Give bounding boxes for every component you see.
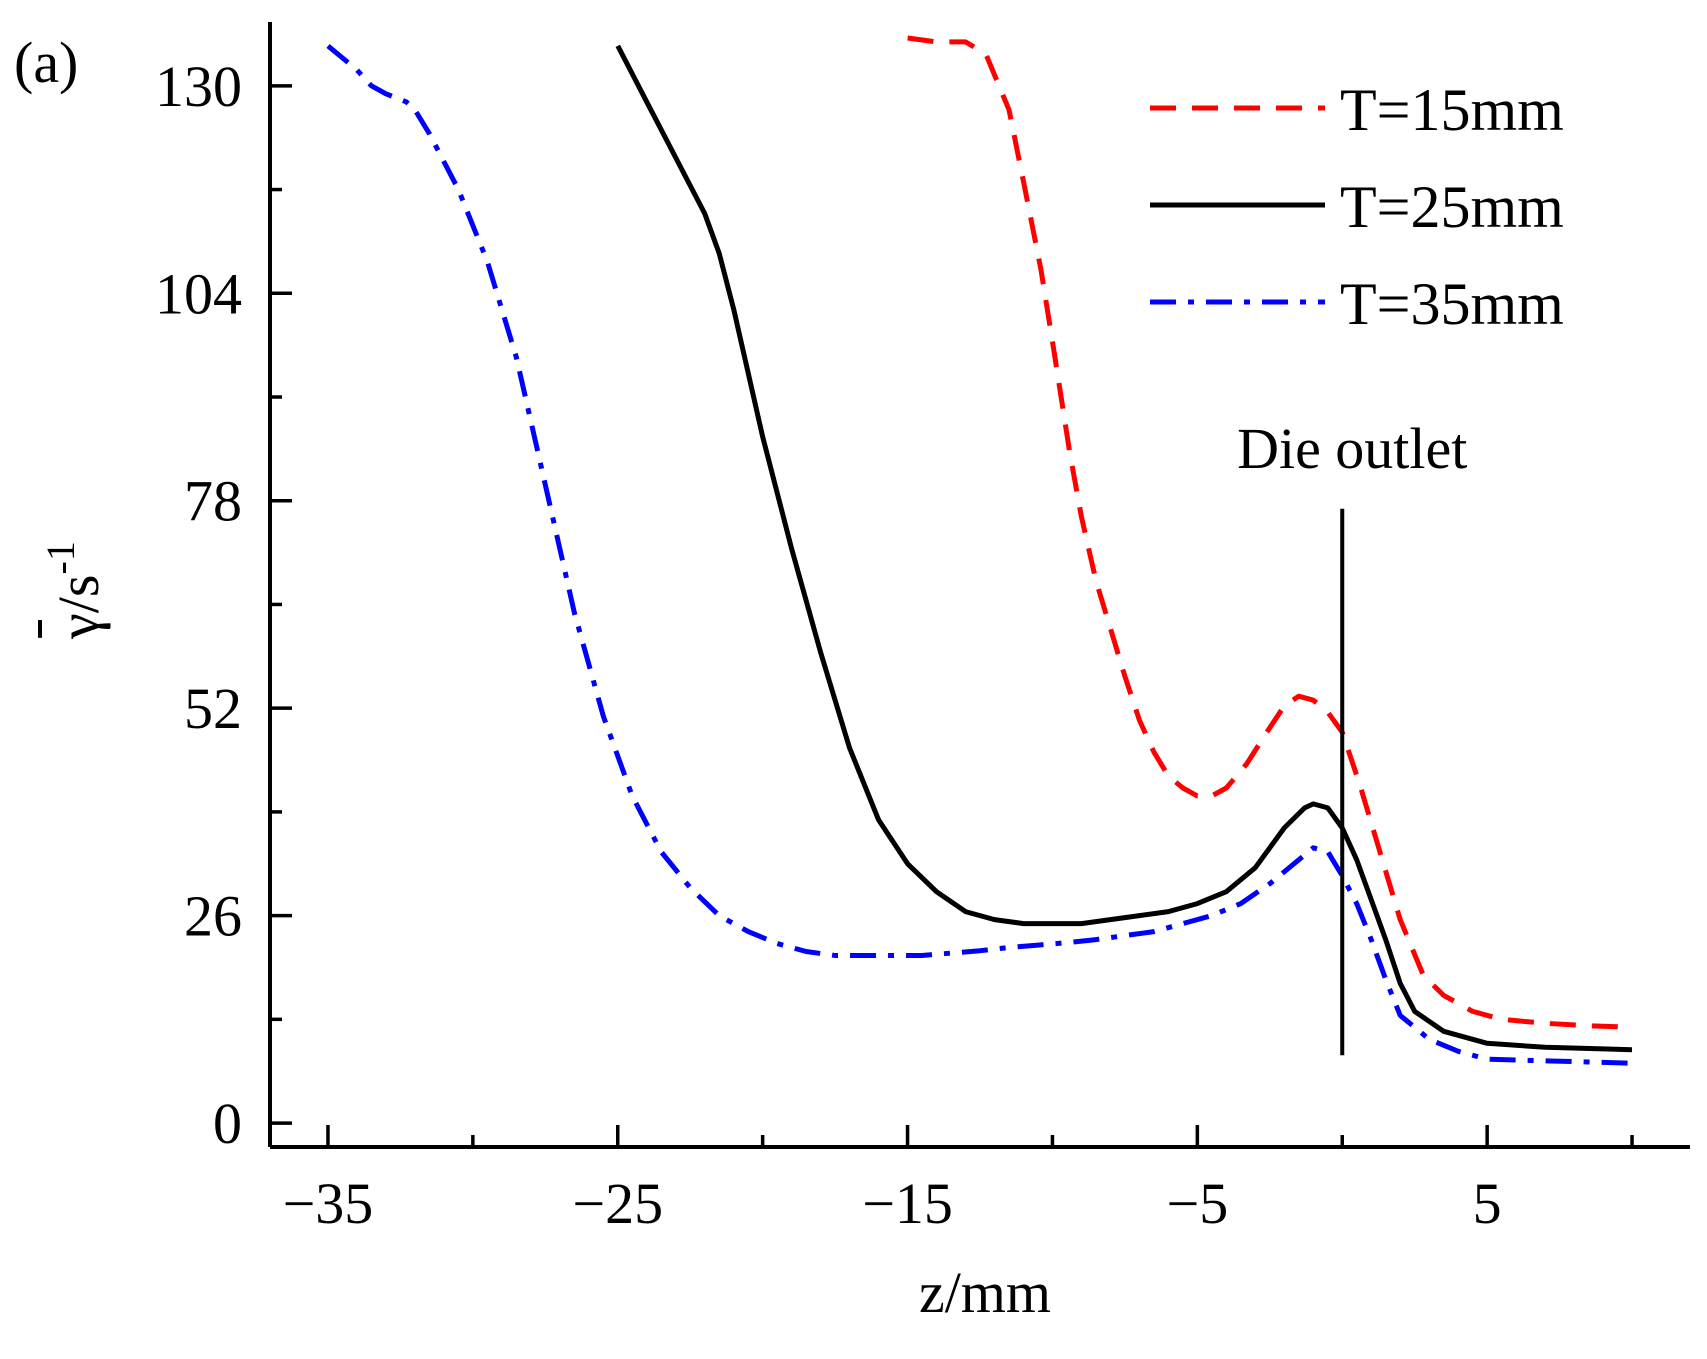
series-group — [326, 35, 1633, 1066]
series-line-3 — [326, 43, 1633, 1066]
y-axis-label-main: γ/s — [46, 575, 111, 640]
x-tick-label: −15 — [862, 1171, 953, 1236]
series-line-2 — [615, 44, 1633, 1053]
y-tick-label: 78 — [184, 469, 242, 534]
die-outlet-label: Die outlet — [1237, 416, 1467, 481]
x-axis-label: z/mm — [919, 1260, 1051, 1325]
svg-text:γ/s-1: γ/s-1 — [38, 541, 111, 640]
y-axis-label: γ/s-1 — [38, 541, 111, 640]
x-tick-label: −5 — [1166, 1171, 1228, 1236]
x-tick-label: 5 — [1473, 1171, 1502, 1236]
axes-group: −35 −25 −15 −5 5 0 26 52 78 104 130 — [155, 22, 1690, 1236]
x-tick-label: −25 — [572, 1171, 663, 1236]
y-tick-label: 52 — [184, 676, 242, 741]
y-axis-label-superscript: -1 — [38, 541, 83, 574]
series-line-1 — [907, 35, 1633, 1030]
annotation-group: Die outlet — [1237, 416, 1467, 1056]
panel-label: (a) — [14, 30, 78, 95]
legend-label-3: T=35mm — [1340, 271, 1564, 337]
legend: T=15mm T=25mm T=35mm — [1150, 77, 1564, 337]
legend-label-1: T=15mm — [1340, 77, 1564, 143]
y-tick-label: 130 — [155, 54, 242, 119]
legend-label-2: T=25mm — [1340, 174, 1564, 240]
y-tick-label: 0 — [213, 1091, 242, 1156]
y-tick-label: 26 — [184, 884, 242, 949]
x-tick-label: −35 — [283, 1171, 374, 1236]
y-tick-label: 104 — [155, 261, 242, 326]
